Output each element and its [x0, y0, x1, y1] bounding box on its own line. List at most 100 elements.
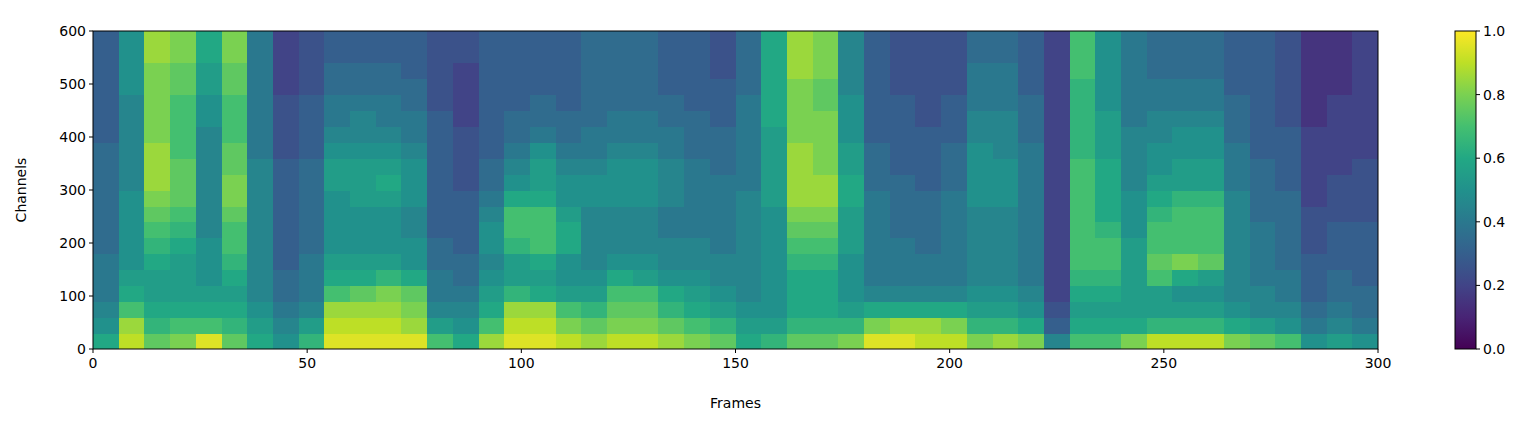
heatmap-cell [787, 285, 813, 302]
heatmap-cell [1275, 174, 1301, 191]
heatmap-cell [1172, 222, 1198, 239]
heatmap-cell [761, 158, 787, 175]
y-tick-label: 100 [59, 288, 86, 304]
heatmap-cell [144, 31, 170, 48]
x-tick [307, 349, 308, 353]
heatmap-cell [1352, 174, 1378, 191]
heatmap-cell [530, 317, 556, 334]
heatmap-cell [1172, 142, 1198, 159]
heatmap-cell [736, 158, 762, 175]
heatmap-cell [1147, 95, 1173, 112]
heatmap-cell [710, 79, 736, 96]
heatmap-cell [273, 333, 299, 349]
heatmap-cell [607, 95, 633, 112]
heatmap-cell [1121, 47, 1147, 64]
heatmap-cell [1070, 317, 1096, 334]
heatmap-cell [222, 79, 248, 96]
heatmap-cell [1327, 126, 1353, 142]
heatmap-cell [93, 270, 119, 287]
heatmap-cell [1352, 333, 1378, 349]
heatmap-cell [864, 31, 890, 48]
heatmap-cell [607, 158, 633, 175]
heatmap-cell [633, 333, 659, 349]
heatmap-cell [1250, 158, 1276, 175]
heatmap-cell [504, 142, 530, 159]
heatmap-cell [736, 142, 762, 159]
y-tick [89, 31, 93, 32]
heatmap-cell [761, 174, 787, 191]
heatmap-cell [967, 111, 993, 128]
heatmap-cell [1301, 270, 1327, 287]
heatmap-cell [736, 285, 762, 302]
heatmap-cell [427, 47, 453, 64]
heatmap-cell [196, 111, 222, 128]
heatmap-cell [684, 206, 710, 223]
heatmap-cell [633, 31, 659, 48]
heatmap-cell [247, 254, 273, 271]
heatmap-cell [170, 111, 196, 128]
heatmap-cell [581, 79, 607, 96]
heatmap-cell [196, 79, 222, 96]
heatmap-cell [479, 31, 505, 48]
heatmap-cell [479, 301, 505, 318]
heatmap-cell [222, 158, 248, 175]
heatmap-cell [1070, 301, 1096, 318]
heatmap-cell [556, 79, 582, 96]
heatmap-cell [1275, 254, 1301, 271]
colorbar-tick [1476, 158, 1480, 159]
heatmap-cell [941, 63, 967, 80]
heatmap-cell [1250, 301, 1276, 318]
heatmap-cell [941, 158, 967, 175]
heatmap-cell [479, 333, 505, 349]
heatmap-cell [1044, 63, 1070, 80]
heatmap-cell [1198, 47, 1224, 64]
heatmap-cell [93, 190, 119, 207]
heatmap-cell [736, 317, 762, 334]
heatmap-cell [787, 190, 813, 207]
heatmap-cell [1327, 206, 1353, 223]
heatmap-cell [890, 270, 916, 287]
heatmap-cell [658, 238, 684, 255]
heatmap-cell [915, 31, 941, 48]
heatmap-cell [1327, 63, 1353, 80]
heatmap-cell [556, 285, 582, 302]
heatmap-cell [222, 142, 248, 159]
heatmap-cell [1224, 174, 1250, 191]
heatmap-cell [1250, 333, 1276, 349]
heatmap-cell [1095, 222, 1121, 239]
heatmap-cell [838, 222, 864, 239]
heatmap-cell [1018, 31, 1044, 48]
heatmap-cell [299, 47, 325, 64]
heatmap-cell [633, 254, 659, 271]
heatmap-cell [273, 254, 299, 271]
heatmap-cell [350, 47, 376, 64]
heatmap-cell [710, 31, 736, 48]
heatmap-cell [761, 238, 787, 255]
heatmap-cell [119, 333, 145, 349]
heatmap-cell [1095, 47, 1121, 64]
heatmap-cell [196, 254, 222, 271]
heatmap-cell [401, 254, 427, 271]
colorbar-tick [1476, 31, 1480, 32]
heatmap-cell [1121, 238, 1147, 255]
heatmap-cell [376, 222, 402, 239]
heatmap-cell [401, 142, 427, 159]
heatmap-cell [556, 47, 582, 64]
heatmap-cell [581, 47, 607, 64]
heatmap-cell [736, 238, 762, 255]
heatmap-cell [1147, 47, 1173, 64]
heatmap-cell [710, 158, 736, 175]
heatmap-cell [1095, 126, 1121, 142]
heatmap-cell [607, 270, 633, 287]
heatmap-cell [813, 317, 839, 334]
heatmap-cell [915, 63, 941, 80]
heatmap-cell [1121, 190, 1147, 207]
heatmap-cell [1095, 317, 1121, 334]
heatmap-cell [967, 301, 993, 318]
heatmap-cell [1070, 222, 1096, 239]
heatmap-cell [736, 111, 762, 128]
heatmap-cell [967, 31, 993, 48]
heatmap-cell [1301, 126, 1327, 142]
heatmap-cell [787, 238, 813, 255]
heatmap-cell [1301, 31, 1327, 48]
